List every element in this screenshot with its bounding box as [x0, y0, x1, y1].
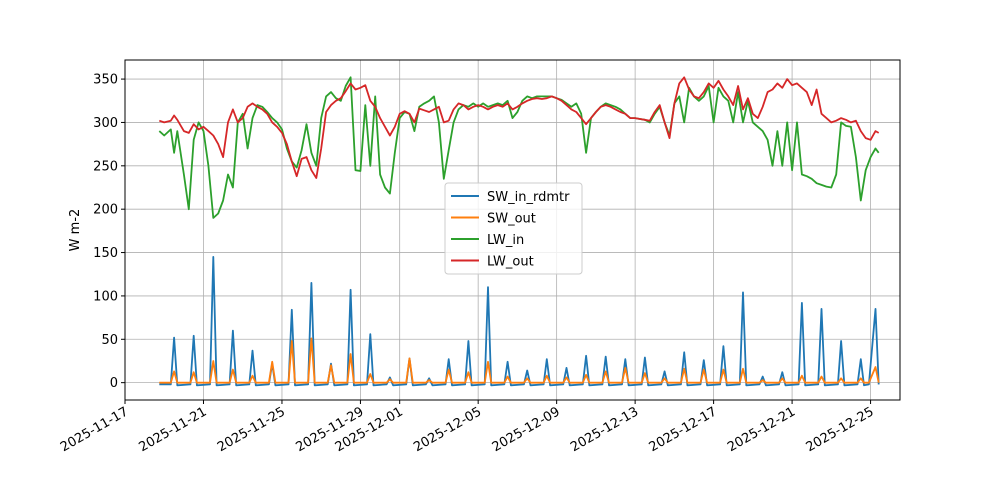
x-tick-label: 2025-12-25	[804, 404, 877, 455]
legend: SW_in_rdmtr SW_out LW_in LW_out	[444, 182, 583, 275]
x-tick-label: 2025-12-05	[411, 404, 484, 455]
x-tick-label: 2025-12-21	[725, 404, 798, 455]
y-axis: 0 50 100 150 200 250 300 350	[93, 73, 125, 391]
series-line-lw-out	[159, 76, 880, 179]
series-line-lw-in	[158, 76, 880, 219]
x-tick-label: 2025-11-21	[137, 404, 210, 455]
x-tick-label: 2025-12-17	[647, 404, 720, 455]
series-line-sw-in-rdmtr	[159, 255, 880, 387]
y-tick-label: 150	[93, 246, 118, 261]
series-lines	[158, 76, 880, 387]
y-tick-label: 50	[101, 333, 118, 348]
x-tick-label: 2025-12-13	[568, 404, 641, 455]
series-line-sw-out	[159, 337, 880, 384]
x-tick-label: 2025-11-25	[215, 404, 288, 455]
legend-box	[444, 182, 583, 275]
y-tick-label: 100	[93, 289, 118, 304]
y-tick-label: 350	[93, 73, 118, 88]
y-axis-label: W m-2	[68, 209, 83, 252]
legend-label: SW_in_rdmtr	[487, 190, 570, 205]
y-tick-label: 250	[93, 159, 118, 174]
x-tick-label: 2025-12-09	[490, 404, 563, 455]
legend-label: LW_out	[487, 255, 534, 270]
y-tick-label: 300	[93, 116, 118, 131]
legend-label: LW_in	[487, 233, 524, 248]
x-axis: 2025-11-17 2025-11-21 2025-11-25 2025-11-29…	[58, 400, 877, 455]
legend-label: SW_out	[487, 212, 536, 227]
x-tick-label: 2025-11-17	[58, 404, 131, 455]
plot-frame	[124, 59, 901, 401]
y-tick-label: 200	[93, 203, 118, 218]
y-tick-label: 0	[110, 376, 118, 391]
